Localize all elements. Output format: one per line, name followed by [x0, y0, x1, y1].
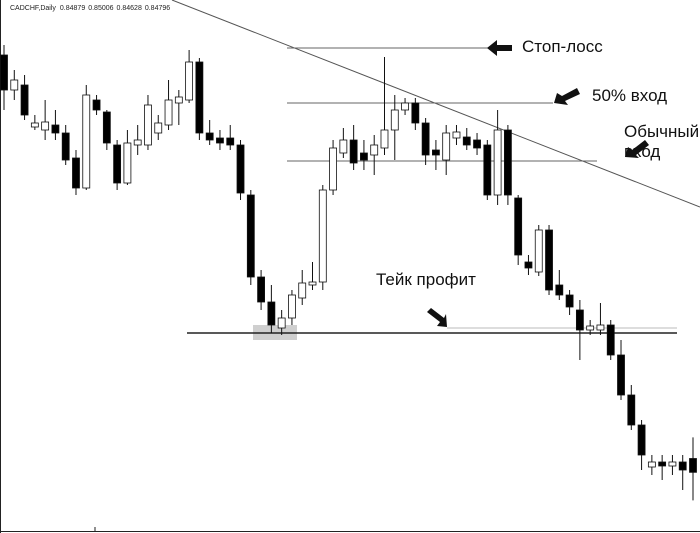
- candle-body: [493, 129, 502, 196]
- candle-body: [216, 137, 224, 144]
- candle-body: [185, 61, 194, 101]
- chart-header: CADCHF,Daily 0.84879 0.85006 0.84628 0.84796: [10, 5, 170, 12]
- annotation: Тейк профит: [376, 270, 476, 289]
- annotation: Обычный вход: [624, 122, 700, 161]
- candle-body: [92, 99, 101, 111]
- candle-body: [668, 461, 677, 467]
- arrow: [554, 88, 580, 105]
- candle-body: [689, 458, 697, 473]
- candle-body: [308, 281, 317, 286]
- candle-body: [257, 276, 265, 303]
- ohlc-high: 0.85006: [88, 5, 113, 12]
- candle-body: [61, 132, 70, 161]
- candle-body: [411, 102, 420, 124]
- candle-body: [442, 132, 451, 161]
- candle-body: [10, 79, 19, 91]
- candle-body: [205, 132, 214, 141]
- candle-body: [164, 99, 173, 126]
- candle-body: [370, 144, 379, 156]
- candle-body: [658, 461, 667, 467]
- candle-body: [339, 139, 348, 154]
- candle-body: [195, 61, 204, 134]
- candle-body: [534, 229, 543, 273]
- candle-body: [20, 84, 29, 116]
- candle-body: [154, 122, 163, 134]
- ohlc-close: 0.84796: [145, 5, 170, 12]
- candle-body: [298, 282, 307, 299]
- arrow: [625, 140, 649, 158]
- candle-body: [51, 124, 60, 134]
- candle-body: [503, 129, 512, 196]
- candle-body: [432, 149, 440, 156]
- candle-body: [678, 461, 687, 471]
- candle-body: [174, 96, 183, 104]
- candle-body: [647, 461, 656, 468]
- candle-body: [617, 354, 625, 396]
- candle-body: [30, 122, 39, 128]
- candle-body: [473, 139, 481, 149]
- candle-body: [267, 301, 276, 326]
- candle-body: [586, 325, 595, 331]
- candle-body: [452, 131, 461, 139]
- candle-body: [545, 229, 553, 291]
- candle-body: [421, 122, 430, 156]
- candle-body: [277, 317, 286, 329]
- candle-body: [627, 394, 636, 426]
- ohlc-open: 0.84879: [60, 5, 85, 12]
- candle-body: [133, 139, 142, 146]
- candle-body: [462, 136, 471, 146]
- candle-body: [144, 104, 152, 146]
- candle-body: [236, 144, 245, 194]
- candle-body: [72, 157, 80, 189]
- candle-body: [288, 294, 296, 319]
- candle-body: [41, 121, 50, 131]
- candle-body: [555, 284, 564, 296]
- candle-body: [390, 109, 399, 131]
- candle-body: [123, 142, 132, 184]
- candle-body: [606, 324, 615, 356]
- candle-body: [0, 54, 8, 91]
- candle-body: [349, 139, 358, 164]
- candle-body: [113, 144, 122, 184]
- candle-body: [575, 309, 584, 331]
- candle-body: [596, 324, 605, 331]
- annotation: Стоп-лосс: [522, 37, 603, 56]
- candle-body: [246, 194, 255, 278]
- candle-body: [380, 129, 389, 149]
- candle-body: [565, 294, 574, 308]
- candle-body: [226, 137, 235, 146]
- candle-body: [483, 144, 492, 196]
- candle-body: [401, 102, 409, 111]
- annotation: 50% вход: [592, 86, 668, 105]
- arrow: [487, 40, 512, 56]
- candle-body: [329, 147, 337, 191]
- symbol: CADCHF,Daily: [10, 5, 56, 12]
- candle-body: [318, 189, 327, 283]
- candle-body: [82, 94, 91, 189]
- candle-body: [102, 111, 111, 144]
- candle-body: [514, 197, 523, 256]
- candle-body: [637, 424, 646, 456]
- arrow: [427, 308, 447, 327]
- candle-body: [360, 152, 368, 161]
- ohlc-low: 0.84628: [117, 5, 142, 12]
- candle-body: [524, 261, 533, 269]
